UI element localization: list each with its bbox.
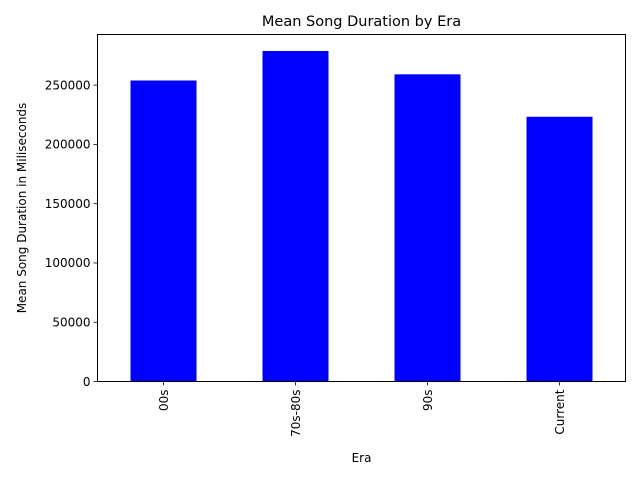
- bar-90s: [394, 74, 461, 382]
- x-axis-label: Era: [352, 451, 372, 465]
- plot-frame: [97, 34, 626, 382]
- y-tick-label: 250000: [45, 78, 91, 92]
- y-tick-label: 150000: [45, 197, 91, 211]
- y-tick-label: 0: [83, 375, 91, 389]
- bar-70s-80s: [262, 50, 329, 382]
- bars-group: [130, 50, 593, 382]
- bar-current: [526, 116, 593, 382]
- y-axis-label: Mean Song Duration in Miliseconds: [15, 103, 29, 314]
- y-tick-label: 200000: [45, 138, 91, 152]
- x-tick-label: 00s: [157, 390, 171, 412]
- x-axis: 00s 70s-80s 90s Current: [157, 381, 567, 437]
- x-tick-label: Current: [553, 389, 567, 434]
- x-tick-label: 70s-80s: [289, 390, 303, 437]
- y-tick-label: 100000: [45, 256, 91, 270]
- bar-00s: [130, 80, 197, 382]
- y-axis: 0 50000 100000 150000 200000 250000: [45, 78, 98, 389]
- y-tick-label: 50000: [52, 316, 90, 330]
- chart-title: Mean Song Duration by Era: [262, 14, 461, 30]
- x-tick-label: 90s: [421, 390, 435, 412]
